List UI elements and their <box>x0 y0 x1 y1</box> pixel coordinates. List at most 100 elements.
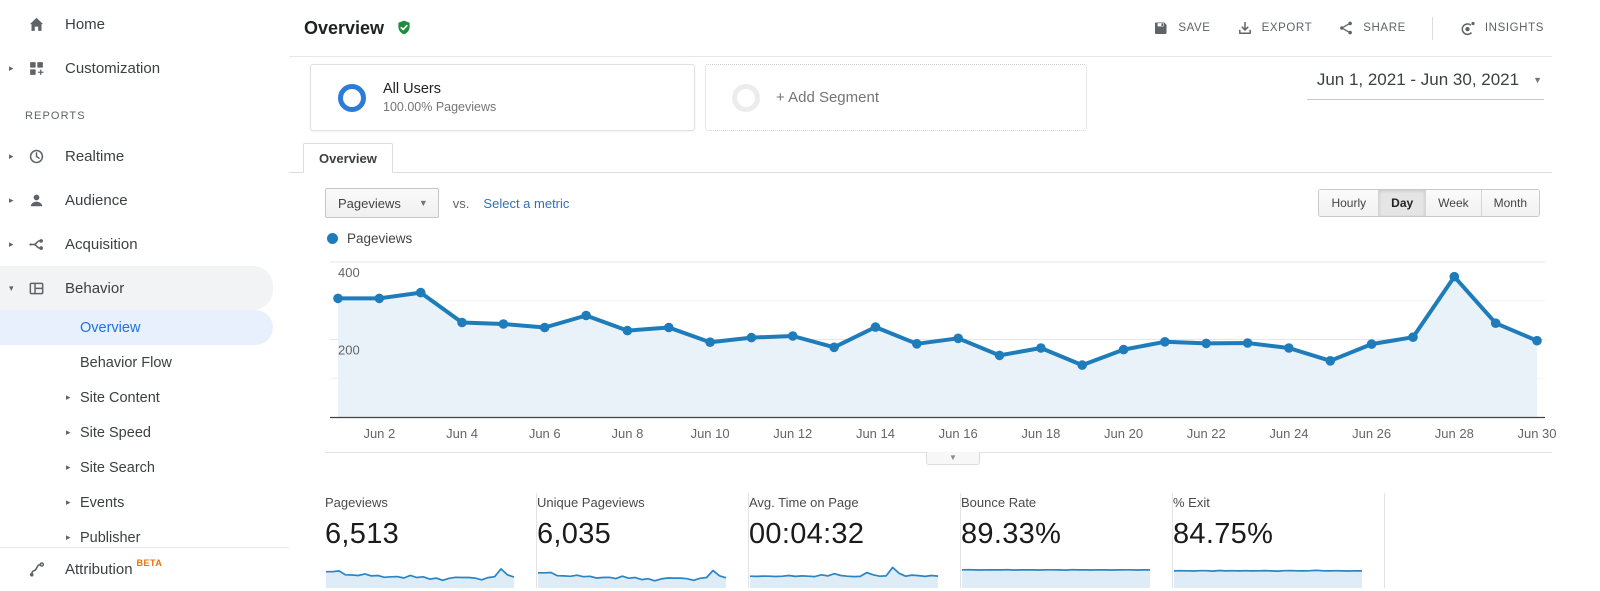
realtime-icon <box>28 148 65 165</box>
pageviews-chart[interactable]: 400 200 <box>330 253 1545 419</box>
annotations-expander[interactable]: ▼ <box>926 452 980 465</box>
chart-container: 400 200 Jun 2 Jun 4 Jun 6 Jun 8 Jun 10 Jun 12 J… <box>325 253 1557 465</box>
page-title: Overview <box>304 17 385 38</box>
sidebar-item-label: Home <box>65 15 106 33</box>
x-axis-tick: Jun 24 <box>1269 426 1309 441</box>
sidebar-item-site-search[interactable]: ▸ Site Search <box>0 450 273 485</box>
sidebar-item-site-speed[interactable]: ▸ Site Speed <box>0 415 273 450</box>
header-action-label: EXPORT <box>1261 22 1313 34</box>
header-action-label: SHARE <box>1363 22 1406 34</box>
reports-section-label: REPORTS <box>25 110 86 122</box>
behavior-icon <box>28 280 65 297</box>
chart-bottom-divider: ▼ <box>325 452 1552 465</box>
legend-label: Pageviews <box>347 231 413 246</box>
shield-check-icon <box>395 19 413 37</box>
granularity-month[interactable]: Month <box>1480 190 1539 216</box>
metric-label: Pageviews <box>325 495 388 510</box>
header-action-label: INSIGHTS <box>1484 22 1544 34</box>
metric-label: % Exit <box>1173 495 1210 510</box>
acquisition-icon <box>28 236 65 253</box>
beta-badge: BETA <box>136 557 163 568</box>
chart-controls: Pageviews ▼ vs. Select a metric Hourly Da… <box>289 173 1552 226</box>
sidebar-reports-group: ▸ Realtime ▸ Audience ▸ Acquisition ▾ Behavior <box>0 134 289 310</box>
metric-sparkline <box>538 569 727 588</box>
metric-value: 84.75% <box>1173 518 1274 550</box>
chevron-right-icon: ▸ <box>9 62 14 73</box>
sidebar-item-behavior-flow[interactable]: Behavior Flow <box>0 345 273 380</box>
date-range-selector[interactable]: Jun 1, 2021 - Jun 30, 2021 ▼ <box>1306 68 1544 100</box>
metric-dropdown[interactable]: Pageviews ▼ <box>325 188 439 218</box>
sidebar-top-group: Home ▸ Customization <box>0 2 289 90</box>
chevron-down-icon: ▼ <box>949 453 957 462</box>
x-axis-tick: Jun 12 <box>773 426 813 441</box>
share-icon <box>1338 20 1354 36</box>
granularity-hourly[interactable]: Hourly <box>1319 190 1379 216</box>
header-action-share[interactable]: SHARE <box>1338 20 1406 36</box>
sidebar-item-events[interactable]: ▸ Events <box>0 485 273 520</box>
add-segment-button[interactable]: + Add Segment <box>705 64 1087 131</box>
export-icon <box>1237 20 1253 36</box>
metric-sparkline <box>961 568 1150 588</box>
tab-bar: Overview <box>289 143 1552 173</box>
metric-sparkline <box>1173 569 1363 588</box>
header-action-label: SAVE <box>1178 22 1211 34</box>
sidebar: Home ▸ Customization REPORTS ▸ Realtime ▸ Aud… <box>0 0 289 591</box>
chevron-right-icon: ▸ <box>9 150 14 161</box>
attribution-icon <box>28 561 65 578</box>
sidebar-item-label: Site Content <box>80 389 160 406</box>
x-axis-tick: Jun 8 <box>611 426 644 441</box>
segment-subtitle: 100.00% Pageviews <box>383 100 497 114</box>
date-range-text: Jun 1, 2021 - Jun 30, 2021 <box>1316 70 1520 89</box>
metric-label: Bounce Rate <box>961 495 1037 510</box>
granularity-day[interactable]: Day <box>1378 190 1426 216</box>
select-metric-link[interactable]: Select a metric <box>483 195 570 211</box>
add-segment-label: + Add Segment <box>776 89 879 106</box>
sidebar-item-realtime[interactable]: ▸ Realtime <box>0 134 273 178</box>
y-axis-tick: 200 <box>338 343 360 358</box>
actions-divider <box>1431 16 1433 40</box>
metric-value: 6,035 <box>537 518 612 550</box>
header-action-save[interactable]: SAVE <box>1153 20 1210 36</box>
metric-value: 6,513 <box>325 518 400 550</box>
x-axis-tick: Jun 20 <box>1104 426 1144 441</box>
audience-icon <box>28 192 65 209</box>
sidebar-item-attribution[interactable]: Attribution BETA <box>0 547 289 591</box>
title-row: Overview SAVE EXPORT SHARE INSIGHTS <box>289 0 1552 57</box>
segment-ring-icon <box>338 83 366 112</box>
sidebar-item-label: Events <box>80 494 125 511</box>
sidebar-item-acquisition[interactable]: ▸ Acquisition <box>0 222 273 266</box>
x-axis-tick: Jun 2 <box>363 426 396 441</box>
segment-all-users[interactable]: All Users 100.00% Pageviews <box>310 64 695 131</box>
granularity-week[interactable]: Week <box>1425 190 1481 216</box>
sidebar-item-home[interactable]: Home <box>0 2 273 46</box>
sidebar-item-overview[interactable]: Overview <box>0 310 273 345</box>
sidebar-item-label: Site Search <box>80 459 155 476</box>
chevron-right-icon: ▸ <box>66 532 71 542</box>
sidebar-item-publisher[interactable]: ▸ Publisher <box>0 520 273 547</box>
vs-label: vs. <box>452 195 470 211</box>
chevron-right-icon: ▸ <box>66 462 71 472</box>
chevron-down-icon: ▾ <box>9 282 14 293</box>
metric-label: Unique Pageviews <box>537 495 645 510</box>
sidebar-item-site-content[interactable]: ▸ Site Content <box>0 380 273 415</box>
sidebar-item-behavior[interactable]: ▾ Behavior <box>0 266 273 310</box>
home-icon <box>28 16 65 33</box>
granularity-toggle: Hourly Day Week Month <box>1318 189 1540 217</box>
sidebar-item-label: Publisher <box>80 529 141 546</box>
tab-overview[interactable]: Overview <box>303 143 393 173</box>
header-action-insights[interactable]: INSIGHTS <box>1459 20 1544 37</box>
x-axis-tick: Jun 26 <box>1352 426 1392 441</box>
sidebar-item-audience[interactable]: ▸ Audience <box>0 178 273 222</box>
sidebar-item-label: Behavior Flow <box>80 354 172 371</box>
header-action-export[interactable]: EXPORT <box>1237 20 1313 36</box>
sidebar-item-customization[interactable]: ▸ Customization <box>0 46 273 90</box>
metric-sparkline <box>749 566 939 588</box>
main-content: Overview SAVE EXPORT SHARE INSIGHTS All Use… <box>289 0 1557 591</box>
chevron-right-icon: ▸ <box>9 238 14 249</box>
legend-dot-icon <box>327 233 338 244</box>
sidebar-nav: Home ▸ Customization REPORTS ▸ Realtime ▸ Aud… <box>0 0 289 547</box>
x-axis-tick: Jun 14 <box>855 426 895 441</box>
x-axis-tick: Jun 16 <box>938 426 978 441</box>
metric-sparkline <box>326 568 515 588</box>
chevron-right-icon: ▸ <box>66 427 71 437</box>
